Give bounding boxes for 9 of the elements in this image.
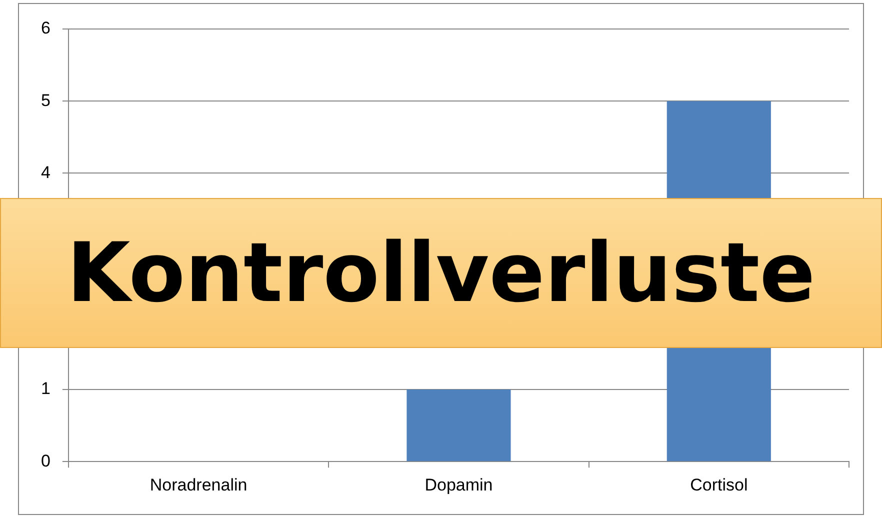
y-tick-label: 4	[40, 162, 50, 182]
y-tick-label: 5	[40, 90, 50, 110]
x-tick-label: Dopamin	[424, 475, 493, 494]
x-tick-label: Cortisol	[690, 475, 748, 494]
y-tick-label: 0	[40, 451, 50, 470]
y-tick-label: 6	[40, 18, 50, 38]
text: Kontrollverluste	[0, 198, 882, 348]
y-tick-label: 1	[40, 379, 50, 398]
x-tick-label: Noradrenalin	[150, 475, 248, 494]
